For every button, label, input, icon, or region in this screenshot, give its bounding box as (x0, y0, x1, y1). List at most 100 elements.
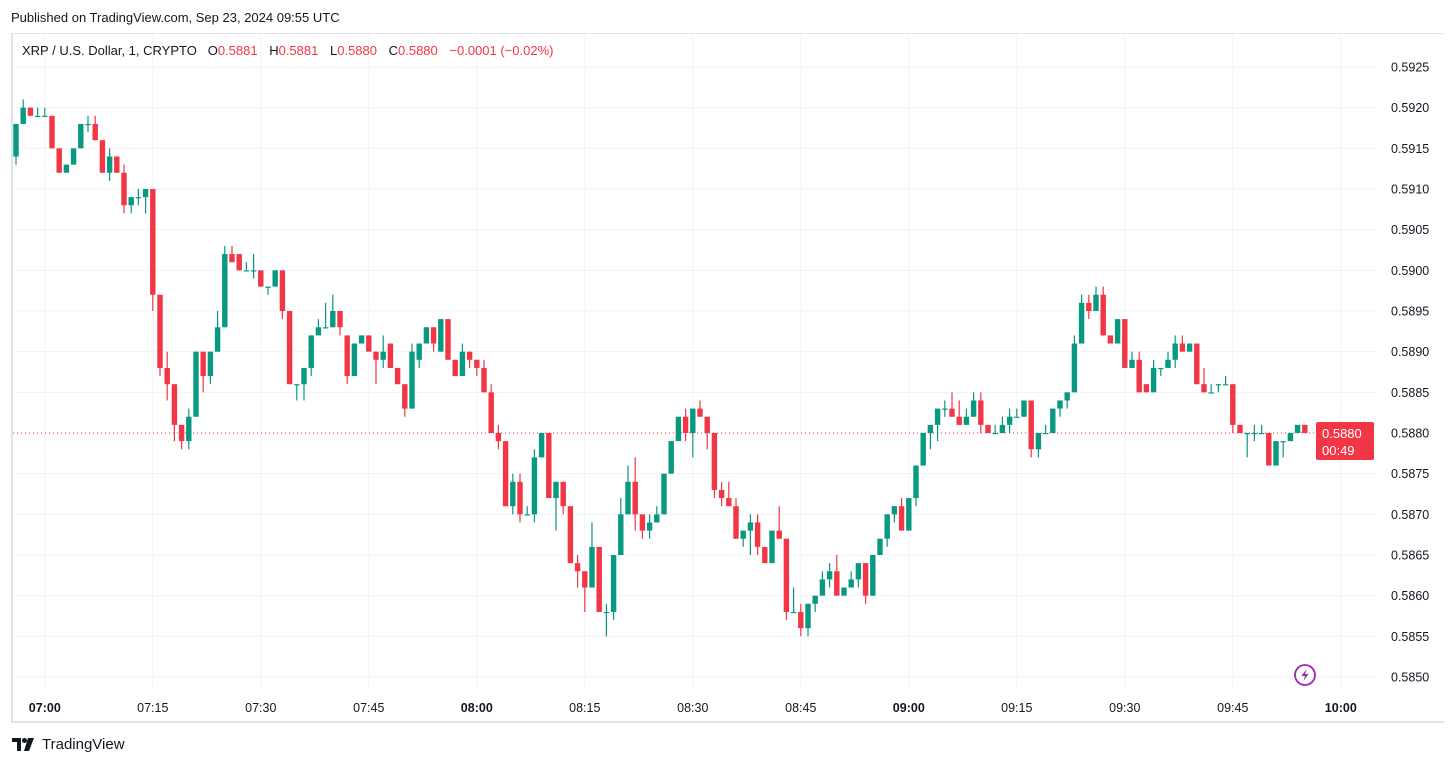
candle (200, 351, 206, 393)
price-tick-label: 0.5855 (1391, 630, 1429, 644)
candle (891, 506, 898, 523)
candle (106, 148, 113, 181)
candle-body (1129, 359, 1135, 368)
candle (834, 555, 840, 596)
candle (229, 245, 235, 263)
time-tick-label: 09:30 (1109, 701, 1140, 715)
candle-body (474, 359, 480, 368)
candle (373, 351, 379, 385)
candle (992, 424, 998, 435)
candle-body (711, 433, 718, 490)
candle-body (135, 197, 142, 199)
candle (762, 546, 768, 564)
candle-body (366, 335, 372, 352)
tradingview-brand[interactable]: TradingView (12, 736, 125, 753)
price-tick-label: 0.5900 (1391, 264, 1429, 278)
candle (812, 595, 818, 612)
candle-body (1014, 416, 1020, 418)
candle (13, 123, 19, 165)
candle (776, 506, 782, 539)
candle (783, 538, 790, 621)
candle (1114, 319, 1121, 344)
candle-body (848, 579, 854, 588)
candle (92, 115, 98, 141)
candle-body (459, 351, 466, 377)
candle-body (805, 603, 811, 629)
candle-body (430, 327, 437, 344)
candle-body (186, 416, 192, 442)
candle (718, 481, 725, 507)
candle (121, 164, 127, 214)
candle (618, 498, 624, 555)
candle-body (546, 433, 552, 499)
candle (747, 514, 754, 555)
candle-body (985, 424, 991, 433)
candle (459, 343, 466, 377)
candle (1150, 359, 1157, 393)
price-tick-label: 0.5885 (1391, 386, 1429, 400)
candle (1237, 424, 1243, 433)
candle-body (610, 555, 617, 612)
candle (495, 424, 502, 450)
candle (754, 514, 761, 555)
candle-body (1064, 392, 1070, 401)
candle (603, 603, 610, 637)
candle (1302, 424, 1308, 433)
candle-body (639, 514, 646, 531)
candle (157, 294, 163, 377)
candle-body (992, 433, 998, 435)
candle-body (250, 270, 257, 272)
candle (654, 506, 660, 523)
symbol-title[interactable]: XRP / U.S. Dollar, 1, CRYPTO (22, 43, 197, 58)
candle-body (452, 359, 458, 377)
lightning-icon[interactable] (1294, 664, 1316, 686)
low-label: L (329, 43, 338, 58)
candle-body (942, 408, 948, 410)
candle (222, 245, 228, 328)
candle (870, 555, 876, 596)
candle-body (92, 123, 98, 141)
candle (1028, 400, 1034, 458)
bar-countdown: 00:49 (1322, 443, 1355, 458)
candle-body (517, 481, 523, 515)
candle (27, 107, 34, 116)
candle-body (1230, 384, 1236, 425)
published-caption: Published on TradingView.com, Sep 23, 20… (11, 10, 340, 25)
price-axis: 0.5925 0.5920 0.5915 0.5910 0.5905 0.5900 0.58… (1391, 61, 1429, 685)
candle-body (1287, 433, 1294, 442)
candle-body (1158, 367, 1164, 370)
candle-body (1258, 433, 1265, 435)
candle (394, 367, 401, 385)
candle (70, 148, 77, 165)
candle-body (704, 416, 710, 433)
candle-body (675, 416, 682, 442)
candle (1050, 408, 1056, 433)
candle (502, 441, 509, 507)
candle-body (949, 408, 955, 417)
candle (517, 473, 523, 523)
candle (1186, 343, 1193, 352)
candle-body (1215, 384, 1222, 386)
price-tick-label: 0.5920 (1391, 101, 1429, 115)
candle (769, 530, 775, 564)
candle (193, 351, 199, 417)
candle-body (531, 457, 538, 515)
price-tick-label: 0.5860 (1391, 589, 1429, 603)
price-tick-label: 0.5895 (1391, 305, 1429, 319)
last-price-box (1316, 422, 1374, 460)
candle (1136, 351, 1142, 393)
candle-body (754, 522, 761, 547)
candle (114, 156, 120, 173)
candle (438, 319, 444, 352)
candle (589, 522, 595, 588)
high-label: H (269, 43, 279, 58)
candle-body (488, 392, 494, 433)
time-tick-label: 08:45 (785, 701, 816, 715)
price-tick-label: 0.5910 (1391, 183, 1429, 197)
candle (99, 140, 106, 173)
candle-body (13, 123, 19, 157)
candle-body (438, 319, 444, 352)
candle (884, 514, 890, 547)
candle (474, 359, 480, 377)
